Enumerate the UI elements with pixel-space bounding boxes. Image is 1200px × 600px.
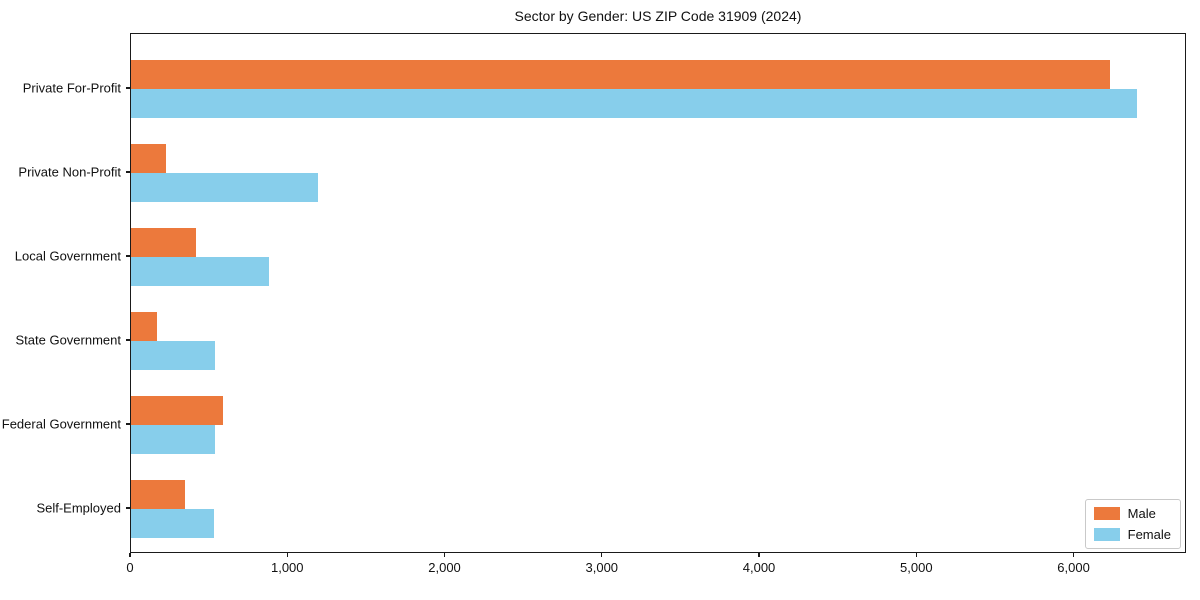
y-tick-label: Self-Employed xyxy=(36,500,121,516)
female-bar xyxy=(131,257,270,286)
x-tick-label: 1,000 xyxy=(270,560,304,575)
x-tick-label: 4,000 xyxy=(742,560,776,575)
x-tick-mark xyxy=(915,553,917,557)
y-tick-label: Private For-Profit xyxy=(22,80,121,96)
x-tick-label: 2,000 xyxy=(428,560,461,575)
x-tick-label: 0 xyxy=(126,560,134,575)
female-bar xyxy=(131,341,216,370)
male-bar xyxy=(131,396,223,425)
female-series-swatch xyxy=(1093,528,1120,541)
female-bar xyxy=(131,509,215,538)
female-bar xyxy=(131,425,216,454)
male-bar xyxy=(131,228,197,257)
legend-item-female: Female xyxy=(1093,527,1171,542)
x-tick-mark xyxy=(129,553,131,557)
legend-label-male: Male xyxy=(1127,506,1156,521)
male-bar xyxy=(131,60,1110,89)
chart-title: Sector by Gender: US ZIP Code 31909 (202… xyxy=(514,8,802,24)
male-series-swatch xyxy=(1093,507,1120,520)
y-tick-mark xyxy=(126,255,130,257)
x-tick-mark xyxy=(758,553,760,557)
y-tick-label: Federal Government xyxy=(1,416,121,432)
y-tick-mark xyxy=(126,171,130,173)
y-tick-mark xyxy=(126,507,130,509)
y-tick-mark xyxy=(126,423,130,425)
y-tick-label: Local Government xyxy=(14,248,121,264)
female-bar xyxy=(131,89,1137,118)
y-tick-label: State Government xyxy=(15,332,122,348)
y-tick-mark xyxy=(126,87,130,89)
legend-label-female: Female xyxy=(1127,527,1171,542)
x-tick-mark xyxy=(443,553,446,557)
x-tick-mark xyxy=(286,553,288,557)
y-tick-mark xyxy=(126,339,130,341)
male-bar xyxy=(131,480,185,509)
legend-item-male: Male xyxy=(1093,506,1171,521)
x-tick-label: 5,000 xyxy=(900,560,933,575)
legend: Male Female xyxy=(1084,499,1181,549)
female-bar xyxy=(131,173,319,202)
male-bar xyxy=(131,144,167,173)
x-tick-label: 6,000 xyxy=(1057,560,1090,575)
plot-area: Male Female xyxy=(130,33,1186,553)
y-tick-label: Private Non-Profit xyxy=(18,164,121,180)
male-bar xyxy=(131,312,158,341)
x-tick-label: 3,000 xyxy=(585,560,619,575)
x-tick-mark xyxy=(1072,553,1075,557)
x-tick-mark xyxy=(601,553,603,557)
